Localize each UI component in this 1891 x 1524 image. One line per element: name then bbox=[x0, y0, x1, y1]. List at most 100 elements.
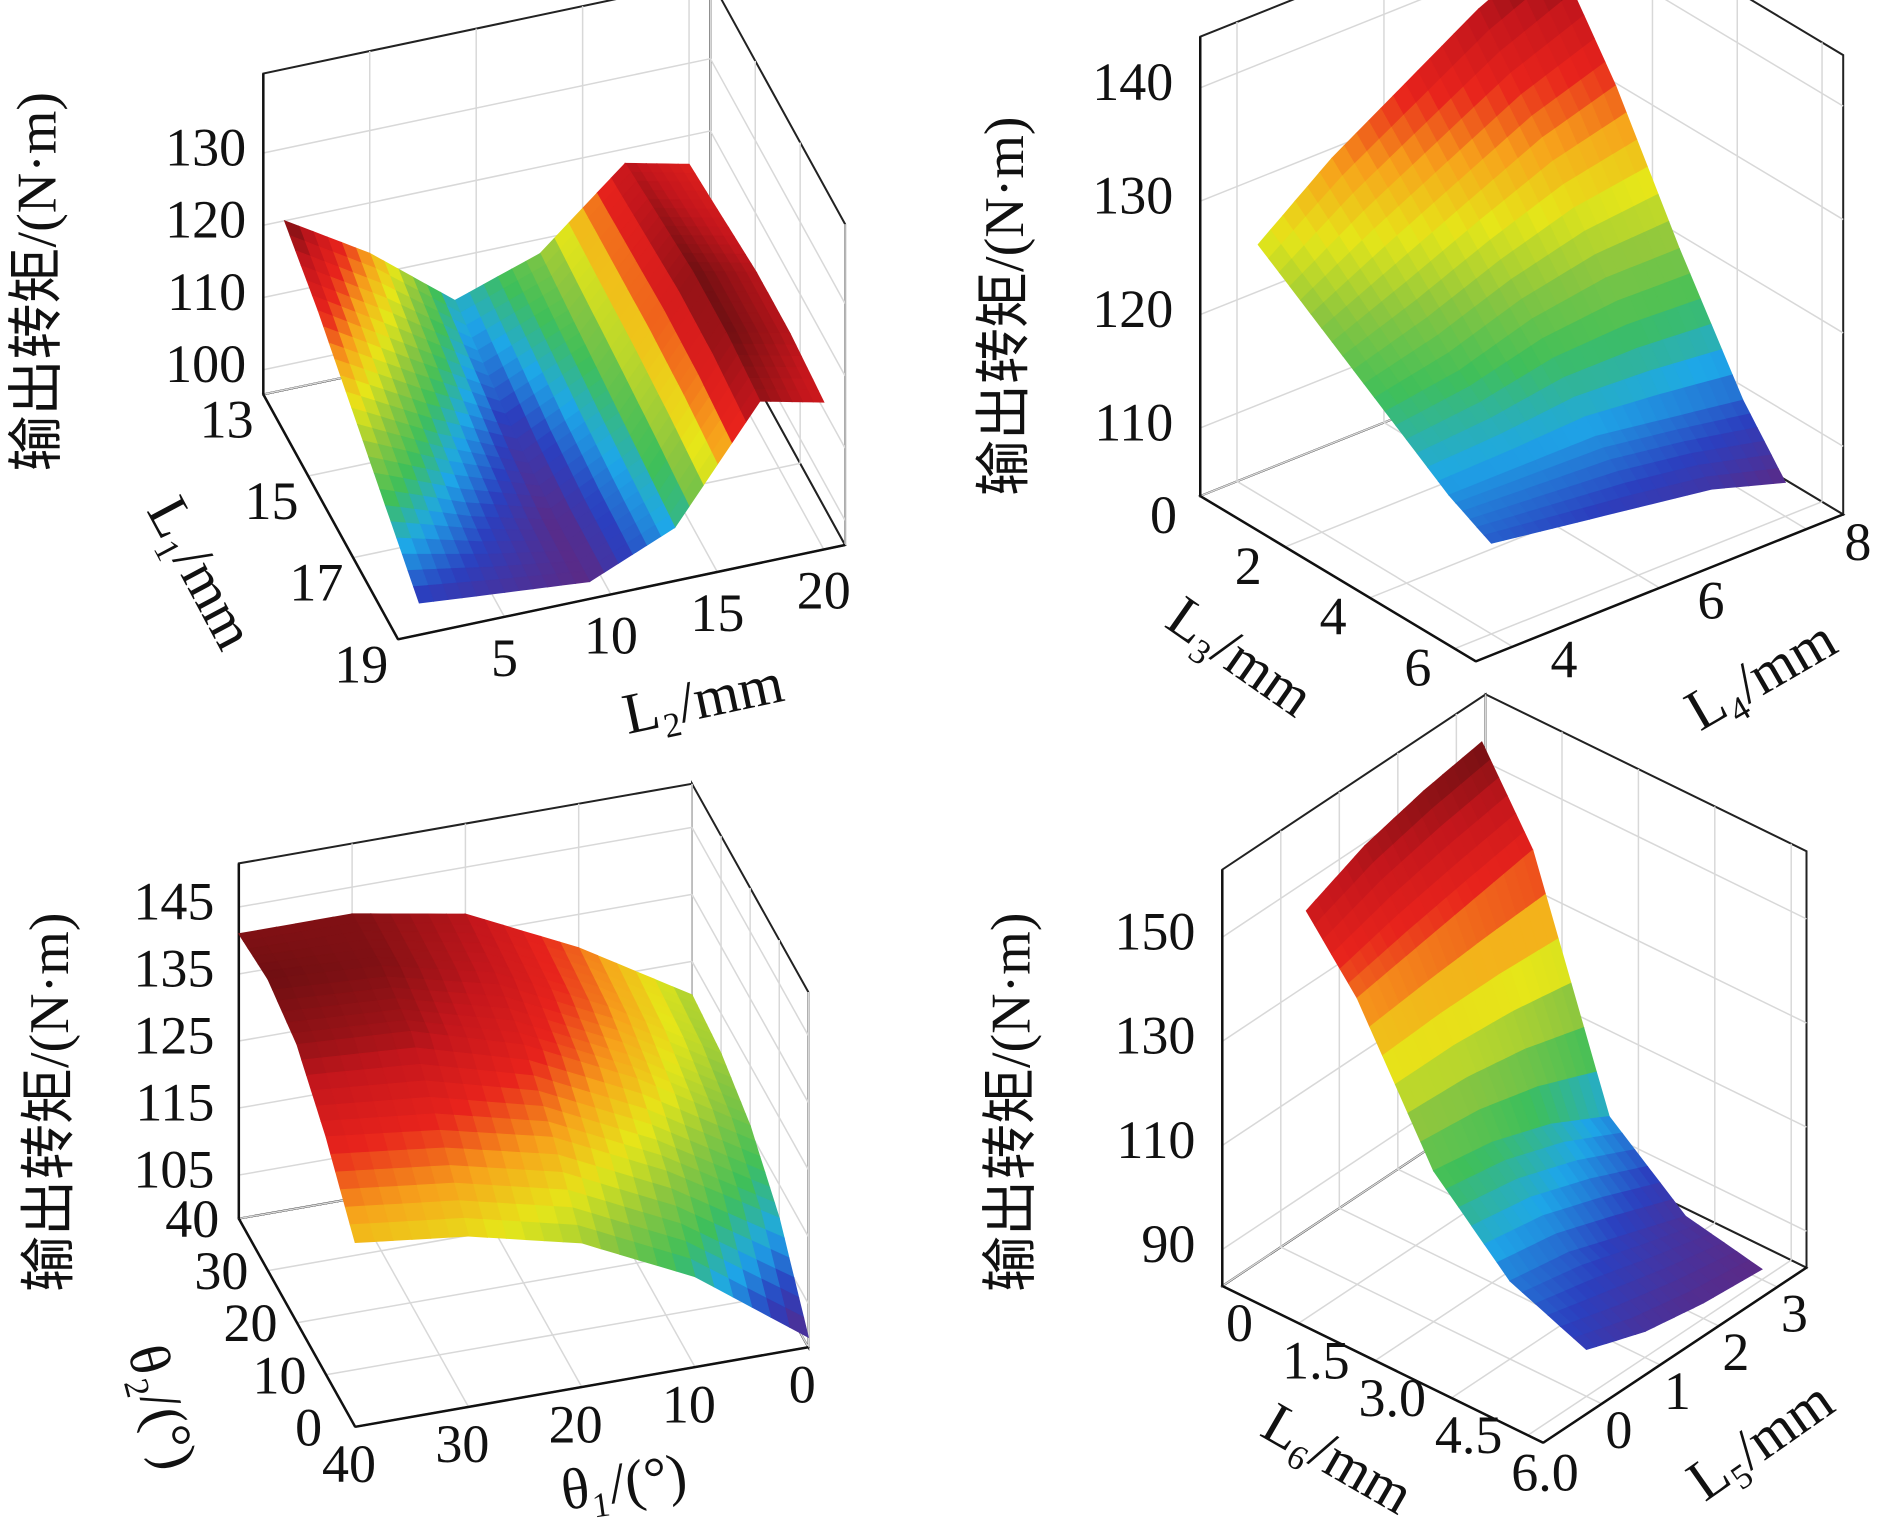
surface-cell bbox=[1491, 1123, 1628, 1253]
grid-line bbox=[1454, 500, 1823, 650]
y-axis-label: L₃/mm bbox=[1156, 583, 1326, 729]
z-tick-label: 130 bbox=[1092, 166, 1173, 226]
surface-facet bbox=[315, 1104, 341, 1123]
surface-cell bbox=[1257, 157, 1396, 329]
surface-cell bbox=[1448, 465, 1566, 544]
surface-facet bbox=[306, 1072, 332, 1092]
x-axis-label: L₅/mm bbox=[1675, 1367, 1845, 1513]
z-tick-label: 140 bbox=[1092, 52, 1173, 112]
surface-facet bbox=[1572, 1334, 1598, 1351]
x-tick-label: 3 bbox=[1781, 1283, 1808, 1343]
surface-cell bbox=[1531, 277, 1671, 437]
surface-cell bbox=[1331, 82, 1470, 266]
z-tick-label: 120 bbox=[165, 190, 246, 250]
surface-cell bbox=[521, 389, 642, 522]
surface-cell bbox=[493, 972, 638, 1080]
x-tick-label: 1 bbox=[1664, 1361, 1691, 1421]
surface-cell bbox=[380, 965, 525, 1046]
z-tick-label: 130 bbox=[165, 117, 246, 177]
surface-cell bbox=[409, 1030, 554, 1138]
surface-cell bbox=[1356, 947, 1493, 1172]
x-tick-label: 20 bbox=[797, 560, 851, 620]
surface-cell bbox=[487, 321, 609, 453]
surface-cell bbox=[1595, 417, 1713, 508]
surface-cell bbox=[577, 946, 723, 1055]
y-tick-label: 4 bbox=[1320, 587, 1347, 647]
z-tick-label: 115 bbox=[135, 1072, 214, 1132]
surface-plot: 105115125135145010203040010203040输出转矩/(N… bbox=[19, 779, 816, 1523]
axis-line bbox=[1475, 513, 1844, 663]
y-tick-label: 6 bbox=[1404, 638, 1431, 698]
x-tick-label: 30 bbox=[435, 1414, 489, 1474]
axis-line bbox=[1199, 494, 1477, 663]
surface-cell bbox=[624, 162, 724, 219]
axis-line bbox=[1542, 1266, 1808, 1444]
grid-line bbox=[1485, 761, 1807, 920]
surface-cell bbox=[283, 219, 405, 345]
y-tick-label: 15 bbox=[244, 471, 298, 531]
z-tick-label: 90 bbox=[1141, 1214, 1195, 1274]
grid-line bbox=[1280, 1246, 1603, 1405]
surface-cell bbox=[1432, 1141, 1570, 1282]
x-tick-label: 10 bbox=[662, 1374, 716, 1434]
z-axis-label: 输出转矩/(N·m) bbox=[7, 92, 69, 472]
surface-cell bbox=[1668, 399, 1787, 490]
z-tick-label: 105 bbox=[133, 1139, 214, 1199]
x-tick-label: 0 bbox=[1605, 1400, 1632, 1460]
axis-line bbox=[237, 1218, 357, 1428]
surface-cell bbox=[1394, 200, 1533, 372]
y-axis-label: θ₂/(°) bbox=[115, 1338, 210, 1476]
grid-line bbox=[691, 894, 809, 1103]
grid-line bbox=[325, 1294, 780, 1376]
grid-line bbox=[1199, 0, 1422, 89]
surface-cell bbox=[640, 331, 761, 529]
surface-plot: 90110130150012301.53.04.56.0输出转矩/(N·m)L₅… bbox=[980, 692, 1845, 1524]
y-tick-label: 0 bbox=[1226, 1293, 1253, 1353]
x-tick-label: 0 bbox=[789, 1354, 816, 1414]
axis-line bbox=[1221, 1284, 1544, 1444]
surface-cell bbox=[1521, 435, 1640, 526]
z-tick-label: 110 bbox=[1116, 1110, 1195, 1170]
surface-cell bbox=[368, 252, 490, 378]
z-tick-label: 120 bbox=[1092, 279, 1173, 339]
surface-cell bbox=[1364, 790, 1475, 950]
surface-cell bbox=[237, 913, 382, 980]
x-tick-label: 20 bbox=[549, 1394, 603, 1454]
grid-line bbox=[238, 826, 693, 908]
axis-line bbox=[397, 543, 846, 641]
surface-cell bbox=[384, 505, 506, 604]
x-tick-label: 15 bbox=[690, 583, 744, 643]
z-tick-label: 130 bbox=[1114, 1006, 1195, 1066]
grid-line bbox=[1527, 1259, 1792, 1436]
grid-line bbox=[1236, 480, 1513, 648]
y-tick-label: 0 bbox=[295, 1397, 322, 1457]
surface-cell bbox=[1305, 844, 1417, 999]
surface-facet bbox=[344, 1205, 370, 1226]
x-tick-label: 5 bbox=[491, 628, 518, 688]
surface-cell bbox=[1458, 318, 1597, 467]
surface-cell bbox=[1422, 741, 1534, 901]
surface-cell bbox=[438, 1129, 583, 1244]
surface-cell bbox=[454, 252, 575, 377]
surface-facet bbox=[413, 585, 435, 604]
z-tick-label: 125 bbox=[133, 1005, 214, 1065]
surface-cell bbox=[1384, 370, 1524, 496]
surface-cell bbox=[551, 1136, 696, 1278]
x-tick-label: 4 bbox=[1550, 629, 1577, 689]
y-tick-label: 2 bbox=[1235, 536, 1262, 596]
axis-line bbox=[262, 393, 400, 640]
surface-cell bbox=[555, 458, 676, 583]
surface-facet bbox=[349, 1223, 375, 1244]
z-tick-label: 145 bbox=[133, 871, 214, 931]
surface-facet bbox=[335, 1170, 361, 1191]
surface-cell bbox=[1509, 1251, 1646, 1351]
surface-cell bbox=[296, 1030, 441, 1138]
surface-cell bbox=[351, 913, 496, 974]
surface-facet bbox=[296, 1041, 322, 1061]
x-tick-label: 2 bbox=[1722, 1322, 1749, 1382]
y-tick-label: 20 bbox=[223, 1293, 277, 1353]
surface-cell bbox=[1404, 8, 1543, 202]
z-tick-label: 110 bbox=[1094, 392, 1173, 452]
y-tick-label: 13 bbox=[200, 389, 254, 449]
